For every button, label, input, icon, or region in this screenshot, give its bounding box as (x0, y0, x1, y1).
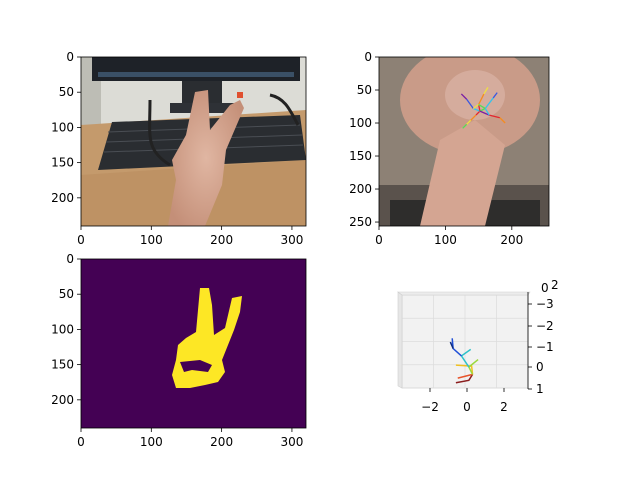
x-tick-label: 2 (500, 400, 508, 414)
y-tick-label: 200 (51, 393, 74, 407)
x-tick-label: 100 (140, 233, 163, 247)
x-tick-label: 100 (434, 233, 457, 247)
y-tick-label: 50 (59, 85, 74, 99)
y-tick-label: −3 (536, 297, 554, 311)
x-tick-label: 0 (463, 400, 471, 414)
y-tick-label: 50 (357, 83, 372, 97)
y-tick-label: 100 (51, 322, 74, 336)
y-tick-label: 150 (349, 149, 372, 163)
y-tick-label: 0 (66, 252, 74, 266)
y-tick-label: −2 (536, 319, 554, 333)
y-tick-label: 150 (51, 156, 74, 170)
pane-top (398, 292, 530, 295)
x-tick-label: 200 (210, 435, 233, 449)
y-tick-label: 100 (349, 116, 372, 130)
x-tick-label: 300 (280, 233, 303, 247)
z-tick-label: 2 (551, 278, 559, 292)
subplot-rgb-photo: 0 100 200 300 0 50 100 150 200 (51, 50, 306, 247)
x-tick-label: −2 (421, 400, 439, 414)
x-tick-label: 200 (210, 233, 233, 247)
x-tick-label: 300 (280, 435, 303, 449)
y-tick-label: 200 (349, 182, 372, 196)
x-tick-label: 0 (375, 233, 383, 247)
y-tick-label: 250 (349, 215, 372, 229)
crop-image (379, 45, 549, 226)
y-tick-label: 0 (66, 50, 74, 64)
x-tick-label: 100 (140, 435, 163, 449)
y-tick-label: 150 (51, 358, 74, 372)
z-tick-label: 0 (541, 281, 549, 295)
y-tick-label: 200 (51, 191, 74, 205)
y-tick-label: 0 (536, 360, 544, 374)
y-tick-label: 0 (364, 50, 372, 64)
pane-left (398, 292, 402, 388)
x-tick-label: 200 (500, 233, 523, 247)
y-tick-label: 50 (59, 287, 74, 301)
subplot-hand-crop: 0 100 200 0 50 100 150 200 250 (349, 45, 549, 247)
subplot-hand-mask: 0 100 200 300 0 50 100 150 200 (51, 252, 306, 449)
y-tick-label: 100 (51, 120, 74, 134)
x-tick-label: 0 (77, 435, 85, 449)
x-tick-label: 0 (77, 233, 85, 247)
photo-image (81, 57, 306, 226)
y-tick-label: −1 (536, 340, 554, 354)
y-tick-label: 1 (536, 382, 544, 396)
